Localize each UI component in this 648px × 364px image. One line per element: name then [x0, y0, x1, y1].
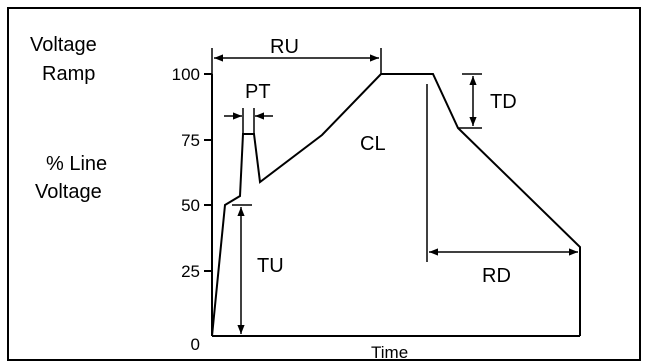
tu-label: TU — [257, 255, 284, 277]
x-axis-label: Time — [371, 343, 408, 362]
ylabel-line-1: % Line — [46, 153, 107, 175]
y-tick-label-75: 75 — [181, 131, 200, 150]
title-line-1: Voltage — [30, 34, 97, 56]
y-tick-label-50: 50 — [181, 196, 200, 215]
diagram-frame — [7, 7, 641, 361]
y-tick-label-25: 25 — [181, 262, 200, 281]
cl-label: CL — [360, 133, 386, 155]
voltage-ramp-curve — [211, 73, 581, 337]
ru-label: RU — [270, 36, 299, 58]
y-axis-ticks — [204, 73, 212, 272]
y-tick-label-0: 0 — [191, 335, 200, 354]
ylabel-line-2: Voltage — [35, 181, 102, 203]
y-tick-label-100: 100 — [172, 65, 200, 84]
title-line-2: Ramp — [42, 63, 95, 85]
td-label: TD — [490, 91, 517, 113]
rd-label: RD — [482, 265, 511, 287]
pt-label: PT — [245, 81, 271, 103]
